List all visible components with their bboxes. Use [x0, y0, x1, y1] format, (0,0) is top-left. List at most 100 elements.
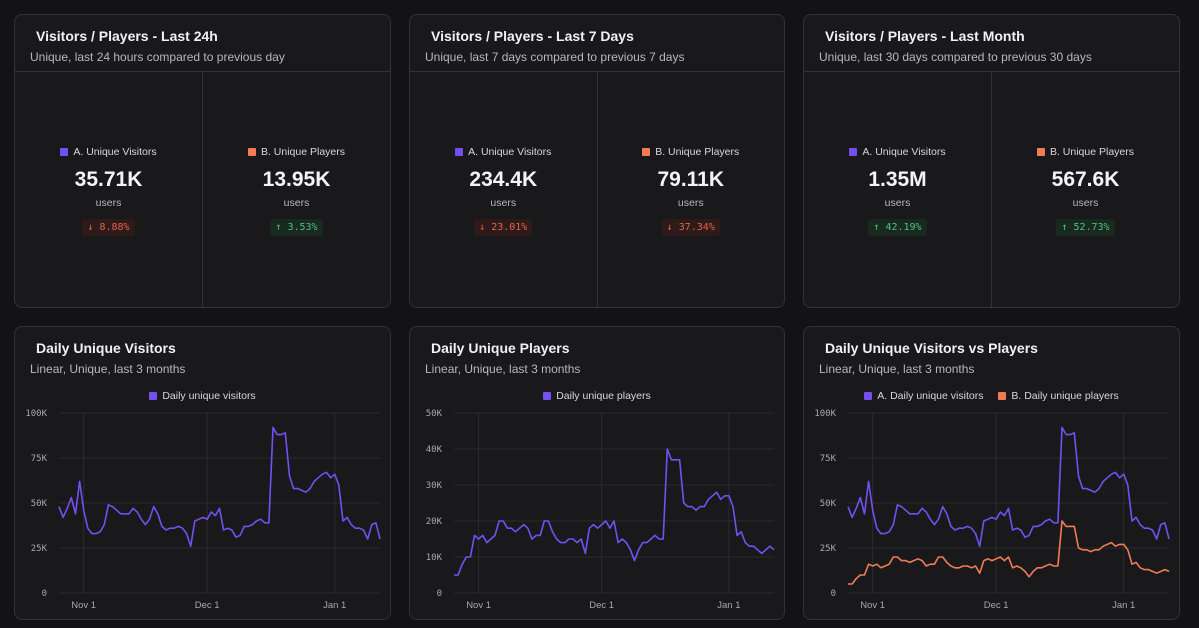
y-tick-label: 40K	[426, 445, 443, 455]
legend-swatch	[864, 392, 873, 400]
panel-title: Daily Unique Players	[431, 340, 570, 356]
stat-label: B. Unique Players	[1049, 146, 1135, 158]
panel-subtitle: Linear, Unique, last 3 months	[30, 362, 186, 376]
stat-area: A. Unique Visitors 234.4K users ↓ 23.01%…	[410, 71, 784, 307]
stat-label: A. Unique Visitors	[862, 146, 946, 158]
chart-legend: Daily unique visitors	[15, 390, 390, 402]
legend-label: Daily unique players	[556, 390, 651, 402]
x-tick-label: Jan 1	[323, 600, 346, 611]
stat-value: 13.95K	[262, 168, 331, 191]
x-tick-label: Dec 1	[984, 600, 1009, 611]
legend-label: Daily unique visitors	[162, 390, 256, 402]
stat-value: 35.71K	[74, 168, 143, 191]
visitors-legend-swatch	[455, 148, 464, 156]
stat-panel-24h: Visitors / Players - Last 24h Unique, la…	[14, 14, 391, 308]
legend-swatch	[998, 392, 1007, 400]
stat-unique-players: B. Unique Players 79.11K users ↓ 37.34%	[596, 72, 785, 307]
y-tick-label: 10K	[426, 553, 443, 563]
y-tick-label: 25K	[820, 544, 837, 554]
stat-unique-players: B. Unique Players 567.6K users ↑ 52.73%	[991, 72, 1179, 307]
legend-label: A. Daily unique visitors	[877, 390, 984, 402]
panel-title: Daily Unique Visitors	[36, 340, 176, 356]
y-tick-label: 100K	[814, 409, 836, 419]
visitors-legend-swatch	[849, 148, 858, 156]
series-line-players[interactable]	[848, 520, 1170, 585]
line-chart: 0 10K 20K 30K 40K 50K Nov 1 Dec 1 Jan 1	[426, 409, 775, 611]
x-tick-label: Nov 1	[860, 600, 885, 611]
y-tick-label: 50K	[820, 499, 837, 509]
stat-value: 79.11K	[657, 168, 725, 191]
y-tick-label: 30K	[426, 481, 443, 491]
panel-subtitle: Unique, last 7 days compared to previous…	[425, 50, 685, 64]
chart-panel-visitors-vs-players: Daily Unique Visitors vs Players Linear,…	[803, 326, 1180, 620]
players-legend-swatch	[642, 148, 651, 156]
series-line-visitors[interactable]	[58, 426, 381, 547]
panel-title: Visitors / Players - Last 24h	[36, 28, 218, 44]
stat-area: A. Unique Visitors 35.71K users ↓ 8.88% …	[15, 71, 390, 307]
stat-unit: users	[490, 197, 517, 209]
chart-panel-visitors: Daily Unique Visitors Linear, Unique, la…	[14, 326, 391, 620]
stat-unique-players: B. Unique Players 13.95K users ↑ 3.53%	[202, 72, 390, 307]
legend-item[interactable]: B. Daily unique players	[998, 390, 1119, 402]
y-tick-label: 0	[42, 589, 47, 599]
stat-unique-visitors: A. Unique Visitors 35.71K users ↓ 8.88%	[15, 72, 202, 307]
y-tick-label: 0	[437, 589, 442, 599]
y-tick-label: 50K	[426, 409, 443, 419]
y-tick-label: 25K	[31, 544, 48, 554]
stat-unit: users	[677, 197, 704, 209]
stat-label: B. Unique Players	[655, 146, 740, 158]
legend-swatch	[149, 392, 158, 400]
delta-badge: ↑ 3.53%	[270, 219, 323, 236]
chart-legend: A. Daily unique visitors B. Daily unique…	[804, 390, 1179, 402]
line-chart: 0 25K 50K 75K 100K Nov 1 Dec 1 Jan 1	[814, 409, 1170, 611]
stat-value: 567.6K	[1051, 168, 1120, 191]
panel-title: Daily Unique Visitors vs Players	[825, 340, 1038, 356]
players-legend-swatch	[1036, 148, 1045, 156]
delta-badge: ↓ 23.01%	[474, 219, 533, 236]
y-tick-label: 75K	[31, 454, 48, 464]
legend-item[interactable]: Daily unique players	[543, 390, 651, 402]
panel-subtitle: Linear, Unique, last 3 months	[425, 362, 581, 376]
stat-label: A. Unique Visitors	[468, 146, 552, 158]
panel-title: Visitors / Players - Last Month	[825, 28, 1025, 44]
stat-label: B. Unique Players	[260, 146, 346, 158]
panel-subtitle: Unique, last 24 hours compared to previo…	[30, 50, 285, 64]
line-chart: 0 25K 50K 75K 100K Nov 1 Dec 1 Jan 1	[25, 409, 381, 611]
stat-panel-month: Visitors / Players - Last Month Unique, …	[803, 14, 1180, 308]
legend-swatch	[543, 392, 552, 400]
y-tick-label: 50K	[31, 499, 48, 509]
delta-badge: ↑ 52.73%	[1056, 219, 1115, 236]
stat-value: 1.35M	[868, 168, 927, 191]
y-tick-label: 20K	[426, 517, 443, 527]
legend-label: B. Daily unique players	[1011, 390, 1119, 402]
x-tick-label: Dec 1	[195, 600, 220, 611]
stat-unit: users	[95, 197, 122, 209]
legend-item[interactable]: A. Daily unique visitors	[864, 390, 983, 402]
delta-badge: ↓ 37.34%	[661, 219, 720, 236]
x-tick-label: Dec 1	[589, 600, 614, 611]
stat-unique-visitors: A. Unique Visitors 234.4K users ↓ 23.01%	[410, 72, 597, 307]
stat-unique-visitors: A. Unique Visitors 1.35M users ↑ 42.19%	[804, 72, 991, 307]
stat-unit: users	[884, 197, 911, 209]
legend-item[interactable]: Daily unique visitors	[149, 390, 256, 402]
stat-unit: users	[283, 197, 310, 209]
x-tick-label: Jan 1	[717, 600, 740, 611]
x-tick-label: Nov 1	[71, 600, 96, 611]
stat-label: A. Unique Visitors	[73, 146, 157, 158]
series-line-visitors[interactable]	[847, 426, 1170, 547]
y-tick-label: 75K	[820, 454, 837, 464]
stat-unit: users	[1072, 197, 1099, 209]
chart-panel-players: Daily Unique Players Linear, Unique, las…	[409, 326, 785, 620]
x-tick-label: Jan 1	[1112, 600, 1135, 611]
panel-subtitle: Unique, last 30 days compared to previou…	[819, 50, 1092, 64]
chart-legend: Daily unique players	[410, 390, 784, 402]
x-tick-label: Nov 1	[466, 600, 491, 611]
y-tick-label: 0	[831, 589, 836, 599]
y-tick-label: 100K	[25, 409, 47, 419]
series-line-visitors[interactable]	[454, 448, 775, 576]
stat-value: 234.4K	[469, 168, 538, 191]
visitors-legend-swatch	[60, 148, 69, 156]
delta-badge: ↓ 8.88%	[82, 219, 135, 236]
delta-badge: ↑ 42.19%	[868, 219, 927, 236]
panel-title: Visitors / Players - Last 7 Days	[431, 28, 634, 44]
